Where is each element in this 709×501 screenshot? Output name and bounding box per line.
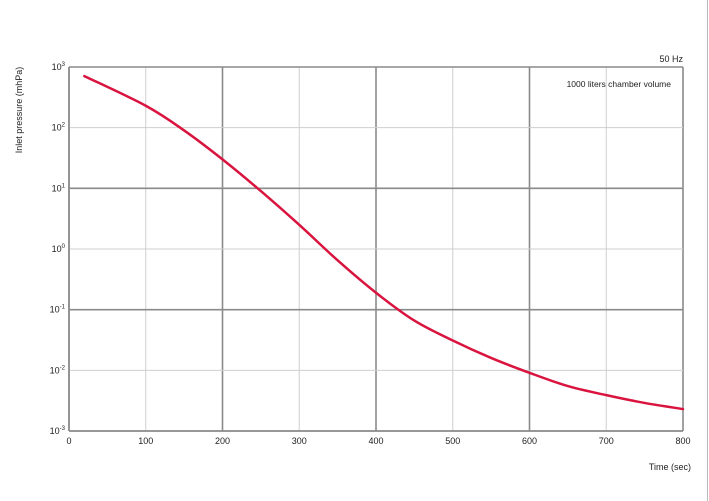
y-tick-label: 103	[52, 62, 66, 72]
x-tick-label: 700	[599, 436, 614, 446]
x-tick-label: 800	[675, 436, 690, 446]
tick-labels: 0 100 200 300 400 500 600 700 800 103 102 101 100 10-…	[50, 62, 691, 446]
x-tick-label: 500	[445, 436, 460, 446]
x-tick-label: 200	[215, 436, 230, 446]
x-axis-label: Time (sec)	[649, 462, 691, 472]
page-edge	[707, 0, 708, 501]
y-tick-label: 10-3	[50, 426, 66, 436]
y-tick-label: 100	[52, 244, 66, 254]
grid	[68, 66, 684, 432]
series-line	[83, 74, 685, 411]
annotation-frequency: 50 Hz	[659, 54, 683, 64]
y-tick-label: 10-1	[50, 305, 66, 315]
x-tick-label: 0	[66, 436, 71, 446]
y-tick-label: 101	[52, 183, 66, 193]
y-tick-label: 102	[52, 123, 66, 133]
x-tick-label: 300	[292, 436, 307, 446]
x-tick-label: 400	[368, 436, 383, 446]
annotation-chamber-volume: 1000 liters chamber volume	[567, 79, 672, 89]
y-axis-label: Inlet pressure (mhPa)	[14, 67, 24, 154]
x-tick-label: 100	[138, 436, 153, 446]
x-tick-label: 600	[522, 436, 537, 446]
y-tick-label: 10-2	[50, 365, 66, 375]
